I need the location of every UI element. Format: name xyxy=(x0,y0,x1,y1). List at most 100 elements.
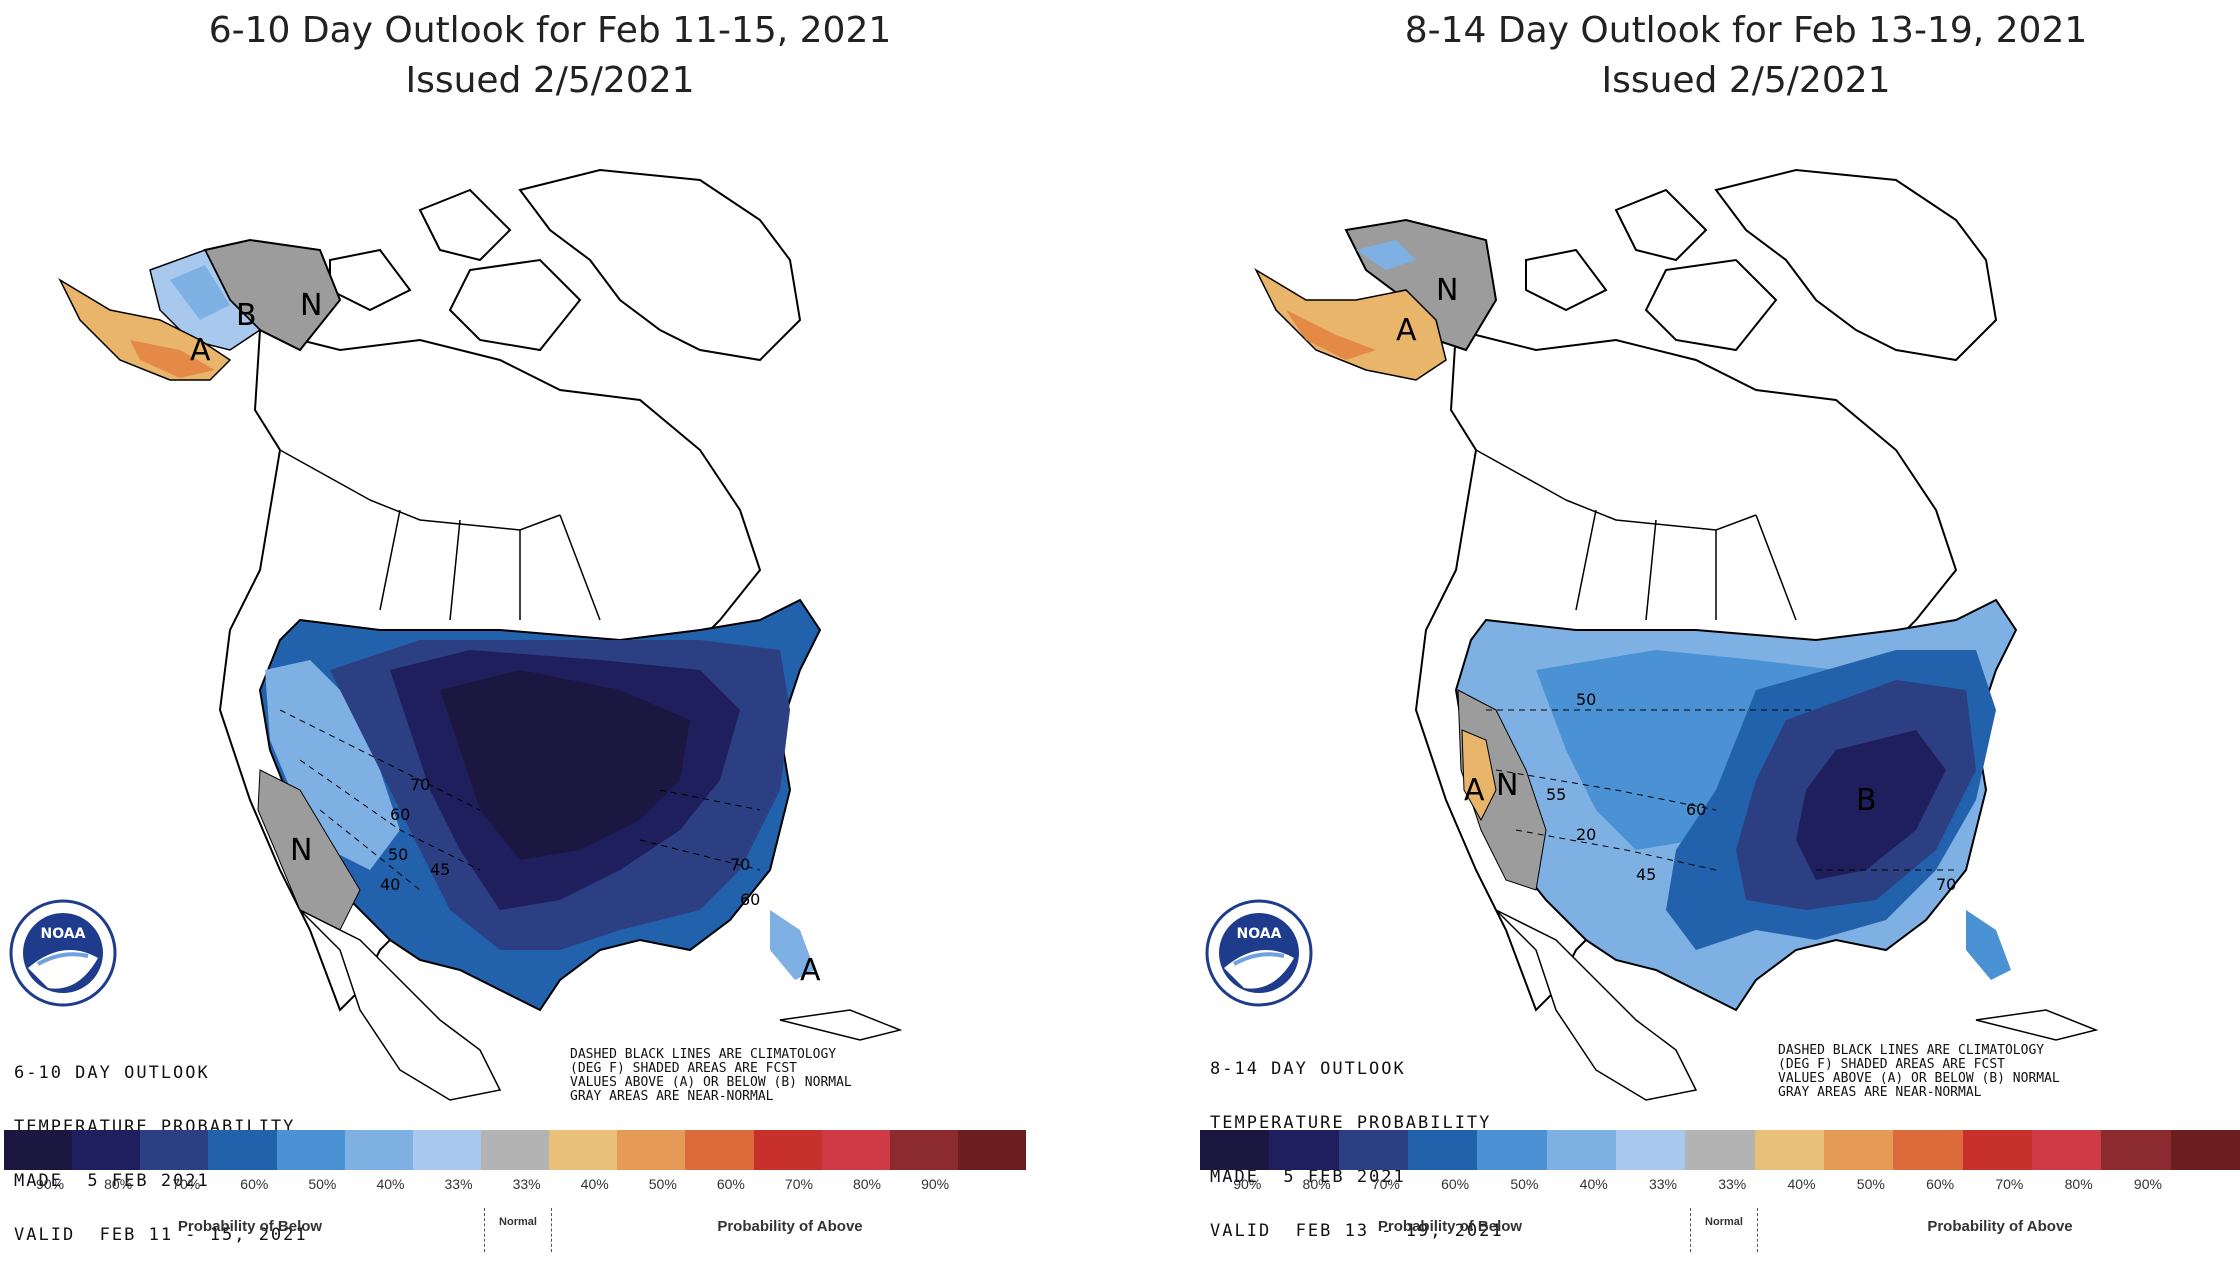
tick-label: 80% xyxy=(1302,1176,1331,1192)
color-swatch xyxy=(1477,1130,1547,1170)
title-line-2: Issued 2/5/2021 xyxy=(405,60,695,101)
above-label: Probability of Above xyxy=(717,1218,863,1235)
color-swatch xyxy=(1269,1130,1339,1170)
contour-label: 55 xyxy=(1546,785,1566,804)
color-swatch xyxy=(208,1130,277,1170)
outlook-label: 8-14 DAY OUTLOOK xyxy=(1210,1059,1406,1079)
normal-label: Normal xyxy=(484,1208,552,1252)
tick-label: 80% xyxy=(852,1176,882,1192)
map-info-block: 8-14 DAY OUTLOOK TEMPERATURE PROBABILITY… xyxy=(1210,1024,1504,1276)
tick-label: 40% xyxy=(376,1176,405,1192)
color-swatch xyxy=(2031,1130,2102,1170)
color-swatch xyxy=(549,1130,618,1170)
logo-text: NOAA xyxy=(41,926,86,942)
valid-label: VALID FEB 13 - 19, 2021 xyxy=(1210,1221,1504,1241)
color-swatch xyxy=(617,1130,686,1170)
tick-label: 33% xyxy=(512,1176,541,1192)
logo-text: NOAA xyxy=(1237,926,1282,942)
color-swatch xyxy=(889,1130,958,1170)
region-letter: B xyxy=(236,298,257,333)
color-swatch xyxy=(1407,1130,1478,1170)
color-swatch xyxy=(753,1130,822,1170)
colorbar-ticks: 90% 80% 70% 60% 50% 40% 33% 33% 40% 50% … xyxy=(4,1176,957,1192)
probability-label: TEMPERATURE PROBABILITY xyxy=(1210,1113,1492,1133)
tick-label: 60% xyxy=(1926,1176,1955,1192)
tick-label: 90% xyxy=(921,1176,950,1192)
colorbar-ticks: 90% 80% 70% 60% 50% 40% 33% 33% 40% 50% … xyxy=(1200,1176,2170,1192)
tick-label: 70% xyxy=(1995,1176,2024,1192)
tick-label: 50% xyxy=(648,1176,677,1192)
color-swatch xyxy=(821,1130,890,1170)
color-swatch xyxy=(412,1130,481,1170)
noaa-logo: NOAA xyxy=(9,899,117,1007)
contour-label: 45 xyxy=(430,860,450,879)
color-swatch xyxy=(344,1130,413,1170)
color-swatch xyxy=(957,1130,1027,1170)
probability-colorbar xyxy=(4,1130,1027,1170)
panel-title: 8-14 Day Outlook for Feb 13-19, 2021 Iss… xyxy=(1196,6,2240,106)
tick-label: 33% xyxy=(1718,1176,1747,1192)
above-label: Probability of Above xyxy=(1927,1218,2073,1235)
region-letter: A xyxy=(190,333,211,368)
panel-title: 6-10 Day Outlook for Feb 11-15, 2021 Iss… xyxy=(0,6,1100,106)
color-swatch xyxy=(2170,1130,2240,1170)
contour-label: 60 xyxy=(1686,800,1706,819)
made-label: MADE 5 FEB 2021 xyxy=(14,1171,210,1191)
tick-label: 90% xyxy=(1233,1176,1262,1192)
noaa-logo: NOAA xyxy=(1205,899,1313,1007)
tick-label: 50% xyxy=(1856,1176,1885,1192)
region-letter: N xyxy=(1436,273,1458,308)
contour-label: 50 xyxy=(1576,690,1596,709)
region-letter: N xyxy=(1496,768,1518,803)
title-line-2: Issued 2/5/2021 xyxy=(1601,60,1891,101)
tick-label: 33% xyxy=(444,1176,473,1192)
climatology-note: DASHED BLACK LINES ARE CLIMATOLOGY (DEG … xyxy=(1778,1043,2060,1100)
below-label: Probability of Below xyxy=(1377,1218,1523,1235)
color-swatch xyxy=(72,1130,141,1170)
color-swatch xyxy=(685,1130,754,1170)
color-swatch xyxy=(2101,1130,2171,1170)
region-letter: B xyxy=(1856,783,1877,818)
color-swatch xyxy=(4,1130,73,1170)
below-label: Probability of Below xyxy=(177,1218,323,1235)
outlook-map: B N A N A 70 60 50 40 45 70 60 xyxy=(58,168,903,1101)
tick-label: 70% xyxy=(784,1176,813,1192)
tick-label: 70% xyxy=(1371,1176,1400,1192)
title-line-1: 6-10 Day Outlook for Feb 11-15, 2021 xyxy=(208,10,892,51)
probability-colorbar xyxy=(1200,1130,2240,1170)
color-swatch xyxy=(480,1130,550,1170)
color-swatch xyxy=(1200,1130,1270,1170)
contour-label: 20 xyxy=(1576,825,1596,844)
color-swatch xyxy=(1615,1130,1686,1170)
region-letter: A xyxy=(1396,313,1417,348)
contour-label: 70 xyxy=(730,855,750,874)
made-label: MADE 5 FEB 2021 xyxy=(1210,1167,1406,1187)
region-letter: A xyxy=(800,953,821,988)
contour-label: 60 xyxy=(390,805,410,824)
color-swatch xyxy=(1893,1130,1963,1170)
tick-label: 90% xyxy=(2133,1176,2162,1192)
contour-label: 70 xyxy=(410,775,430,794)
tick-label: 40% xyxy=(1579,1176,1608,1192)
tick-label: 40% xyxy=(580,1176,609,1192)
contour-label: 45 xyxy=(1636,865,1656,884)
tick-label: 80% xyxy=(104,1176,133,1192)
tick-label: 80% xyxy=(2064,1176,2093,1192)
title-line-1: 8-14 Day Outlook for Feb 13-19, 2021 xyxy=(1404,10,2088,51)
color-swatch xyxy=(1823,1130,1894,1170)
panel-8-14-day: 8-14 Day Outlook for Feb 13-19, 2021 Iss… xyxy=(1196,0,2240,1268)
tick-label: 50% xyxy=(308,1176,337,1192)
tick-label: 90% xyxy=(36,1176,65,1192)
tick-label: 60% xyxy=(240,1176,269,1192)
color-swatch xyxy=(1685,1130,1755,1170)
contour-label: 40 xyxy=(380,875,400,894)
valid-label: VALID FEB 11 - 15, 2021 xyxy=(14,1225,308,1245)
region-letter: N xyxy=(300,288,322,323)
normal-label: Normal xyxy=(1690,1208,1758,1252)
color-swatch xyxy=(1754,1130,1824,1170)
color-swatch xyxy=(276,1130,345,1170)
region-letter: A xyxy=(1464,773,1485,808)
tick-label: 60% xyxy=(1441,1176,1470,1192)
tick-label: 40% xyxy=(1787,1176,1816,1192)
tick-label: 60% xyxy=(716,1176,745,1192)
